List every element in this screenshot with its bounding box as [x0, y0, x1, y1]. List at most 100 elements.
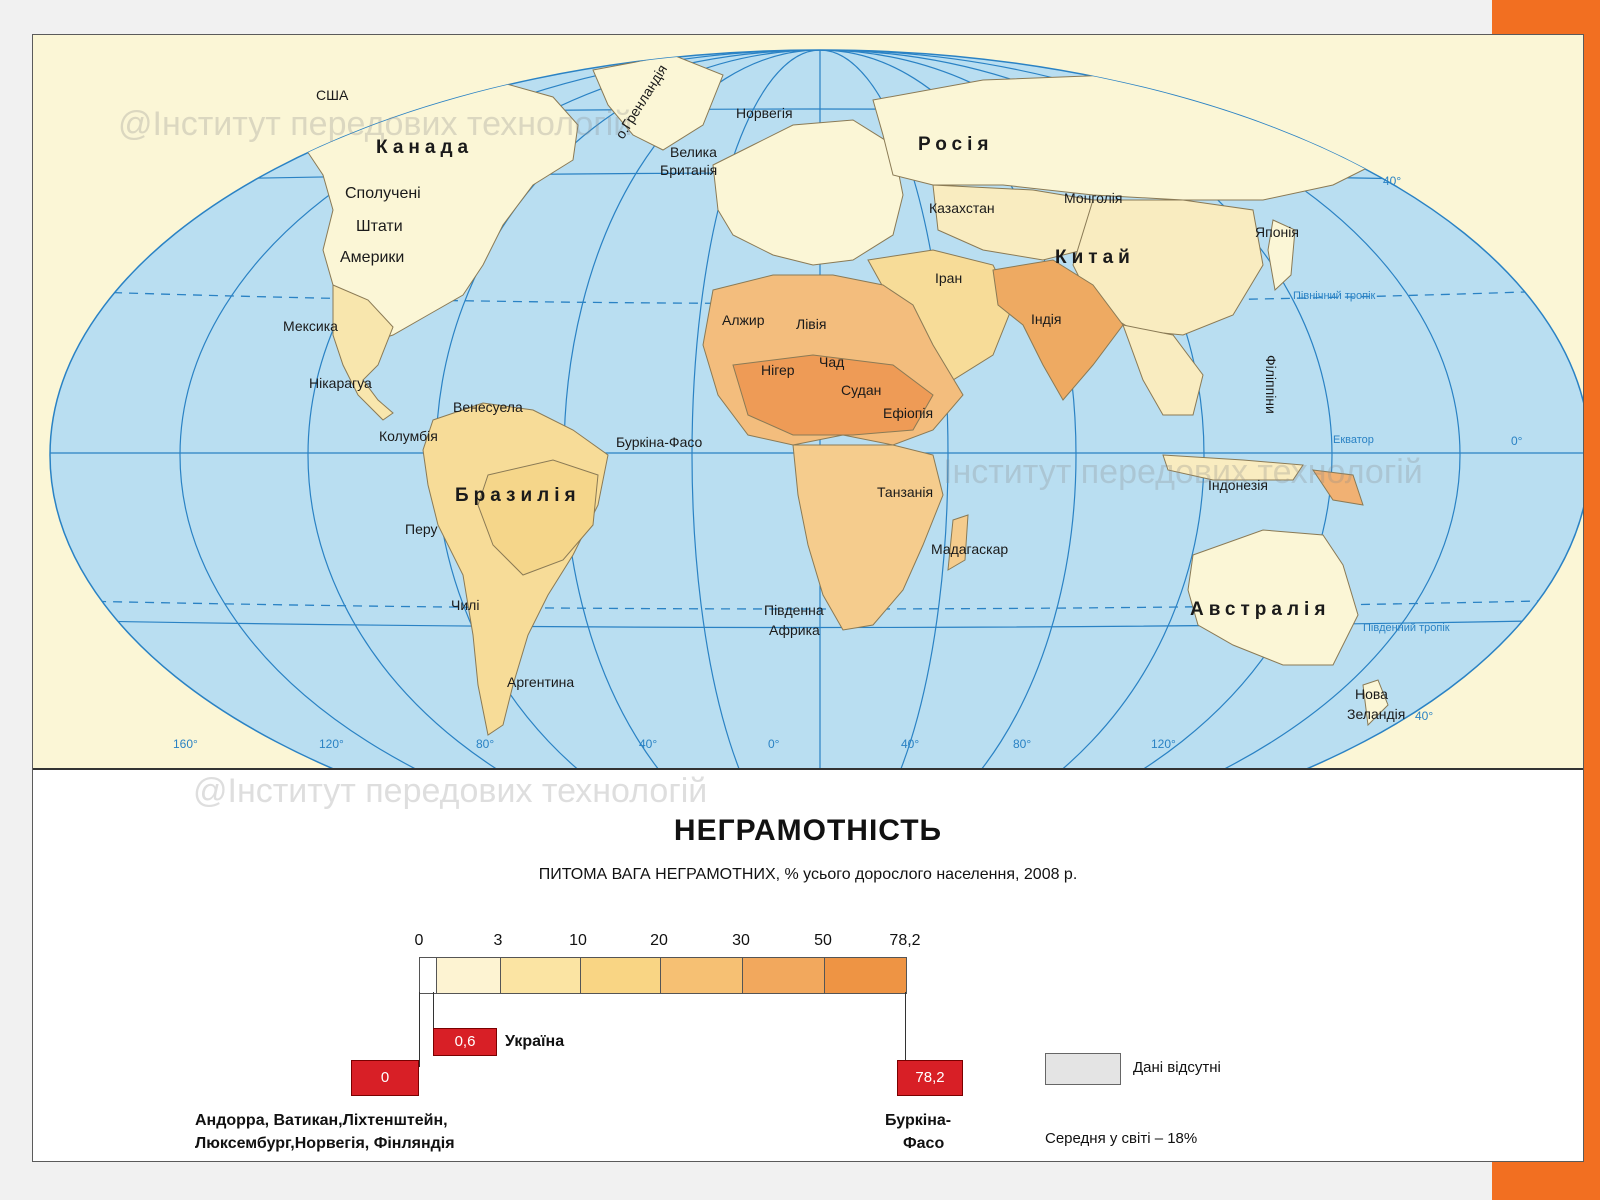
scale-segment	[436, 958, 500, 993]
min-countries-line-2: Люксембург,Норвегія, Фінляндія	[195, 1135, 455, 1152]
label-argentina: Аргентина	[507, 674, 574, 690]
scale-tick: 20	[650, 932, 668, 949]
watermark-top: @Інститут передових технологій	[118, 105, 632, 143]
label-algeria: Алжир	[722, 312, 765, 328]
japan	[1267, 219, 1296, 291]
label-south-africa-2: Африка	[769, 622, 820, 638]
label-mexico: Мексика	[283, 318, 338, 334]
lon-label: 120°	[1151, 737, 1176, 751]
label-india: Індія	[1031, 311, 1061, 327]
lon-label: 0°	[768, 737, 780, 751]
europe	[712, 119, 904, 266]
new-guinea	[1311, 469, 1364, 506]
label-north-tropic: Північний тропік	[1293, 290, 1376, 302]
label-nz-1: Нова	[1355, 686, 1388, 702]
label-philippines: Філіппіни	[1263, 355, 1279, 414]
ukraine-label: Україна	[505, 1033, 565, 1050]
madagascar	[947, 514, 969, 571]
legend-watermark-svg: @Інститут передових технологій	[193, 772, 707, 810]
min-value-badge: 0	[351, 1060, 419, 1096]
australia	[1187, 529, 1359, 666]
central-asia	[932, 184, 1104, 261]
label-usa: США	[316, 87, 349, 103]
label-australia: Австралія	[1190, 599, 1330, 620]
label-us-2: Штати	[356, 218, 403, 235]
label-nicaragua: Нікарагуа	[309, 375, 372, 391]
scale-segment	[580, 958, 660, 993]
slide-frame: @Інститут передових технологій Інститут …	[32, 34, 1584, 1162]
mexico	[332, 284, 394, 421]
label-colombia: Колумбія	[379, 428, 438, 444]
label-chad: Чад	[819, 354, 844, 370]
label-peru: Перу	[405, 521, 437, 537]
new-zealand	[1362, 679, 1389, 727]
label-nz-2: Зеландія	[1347, 706, 1405, 722]
label-norway: Норвегія	[736, 105, 793, 121]
connector-max	[905, 992, 906, 1067]
accent-bar-right	[1580, 0, 1600, 1200]
lat-label-s40: 40°	[1415, 709, 1433, 723]
max-country-line-2: Фасо	[903, 1135, 945, 1152]
label-us-3: Америки	[340, 249, 404, 266]
label-ethiopia: Ефіопія	[883, 405, 933, 421]
ukraine-value-badge: 0,6	[433, 1028, 497, 1056]
connector-min	[419, 992, 420, 1067]
label-indonesia: Індонезія	[1208, 477, 1268, 493]
label-libya: Лівія	[796, 316, 826, 332]
label-canada: Канада	[376, 137, 473, 158]
label-kazakhstan: Казахстан	[929, 200, 995, 216]
label-iran: Іран	[935, 270, 962, 286]
brazil	[477, 459, 599, 576]
label-tanzania: Танзанія	[877, 484, 933, 500]
scale-segment	[660, 958, 742, 993]
no-data-swatch	[1045, 1053, 1121, 1085]
lat-label-n40: 40°	[1383, 174, 1401, 188]
connector-ukraine	[433, 992, 434, 1046]
scale-tick: 10	[569, 932, 587, 949]
scale-tick: 78,2	[889, 932, 921, 949]
label-venezuela: Венесуела	[453, 399, 523, 415]
label-equator: Екватор	[1333, 434, 1374, 446]
continents	[297, 54, 1394, 736]
min-countries-line-1: Андорра, Ватикан,Ліхтенштейн,	[195, 1112, 448, 1129]
lon-label: 80°	[476, 737, 494, 751]
label-south-africa-1: Південна	[764, 602, 824, 618]
label-niger: Нігер	[761, 362, 795, 378]
label-russia: Росія	[918, 134, 994, 155]
north-america	[297, 79, 579, 344]
scale-segment	[742, 958, 824, 993]
label-japan: Японія	[1255, 224, 1299, 240]
africa-south	[792, 444, 944, 631]
no-data-label: Дані відсутні	[1133, 1059, 1221, 1076]
map-svg: @Інститут передових технологій Інститут …	[49, 49, 1583, 768]
indonesia	[1162, 454, 1304, 481]
legend-title: НЕГРАМОТНІСТЬ	[673, 814, 943, 847]
watermark-bottom: @Інститут передових технологій	[193, 772, 707, 810]
accent-bar-bottom	[1492, 1160, 1600, 1200]
lon-label: 120°	[319, 737, 344, 751]
greenland	[592, 54, 724, 151]
label-mongolia: Монголія	[1064, 190, 1122, 206]
color-scale	[419, 957, 907, 994]
lon-label: 40°	[901, 737, 919, 751]
scale-tick: 50	[814, 932, 832, 949]
lon-label: 80°	[1013, 737, 1031, 751]
label-madagascar: Мадагаскар	[931, 541, 1008, 557]
label-chile: Чилі	[451, 597, 479, 613]
label-burkina: Буркіна-Фасо	[616, 434, 703, 450]
country-labels: США о.Гренландія Канада Норвегія Росія В…	[283, 62, 1405, 722]
label-south-tropic: Південний тропік	[1363, 622, 1450, 634]
legend-panel: @Інститут передових технологій НЕГРАМОТН…	[33, 768, 1583, 1161]
label-sudan: Судан	[841, 382, 881, 398]
lon-label: 40°	[639, 737, 657, 751]
longitude-labels: 160° 120° 80° 40° 0° 40° 80° 120°	[173, 737, 1176, 751]
india	[992, 259, 1124, 401]
label-us-1: Сполучені	[345, 185, 421, 202]
label-china: Китай	[1055, 247, 1135, 268]
max-country-line-1: Буркіна-	[885, 1112, 952, 1129]
world-average-label: Середня у світі – 18%	[1045, 1130, 1198, 1147]
legend-subtitle: ПИТОМА ВАГА НЕГРАМОТНИХ, % усього доросл…	[538, 866, 1078, 883]
scale-tick: 0	[414, 932, 424, 949]
label-uk-2: Британія	[660, 162, 717, 178]
watermark-middle: Інститут передових технологій	[943, 453, 1423, 491]
